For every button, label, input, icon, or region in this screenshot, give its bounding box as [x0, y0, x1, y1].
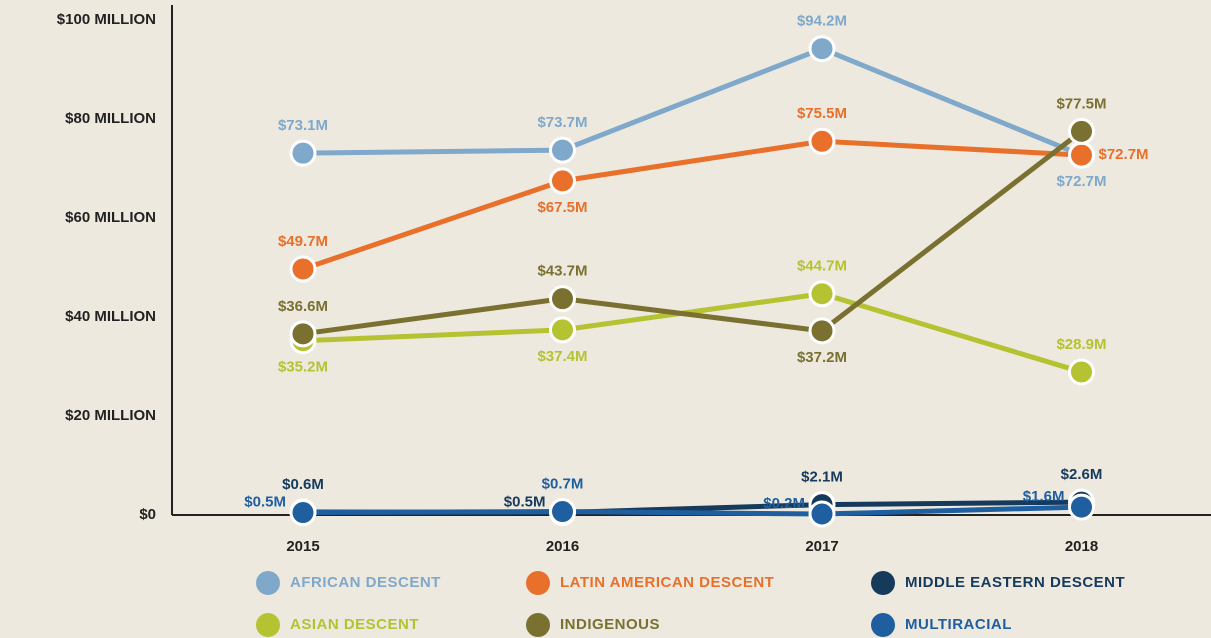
legend-marker	[256, 613, 280, 637]
y-tick-label: $60 MILLION	[65, 209, 156, 226]
y-tick-label: $80 MILLION	[65, 110, 156, 127]
data-label: $73.1M	[278, 117, 328, 134]
data-point	[1068, 358, 1095, 386]
series-line	[302, 504, 1082, 517]
data-label: $28.9M	[1056, 336, 1106, 353]
data-point	[549, 167, 576, 195]
data-label: $73.7M	[537, 114, 587, 131]
data-label: $0.5M	[244, 493, 286, 510]
data-label: $72.7M	[1099, 146, 1149, 163]
data-point	[289, 499, 317, 527]
data-label: $36.6M	[278, 298, 328, 315]
data-label: $49.7M	[278, 233, 328, 250]
lines	[302, 46, 1084, 517]
x-tick-label: 2015	[286, 538, 319, 555]
data-label: $37.2M	[797, 349, 847, 366]
data-label: $75.5M	[797, 105, 847, 122]
data-point	[549, 285, 576, 313]
legend-label: AFRICAN DESCENT	[290, 574, 441, 591]
x-tick-label: 2018	[1065, 538, 1098, 555]
data-label: $94.2M	[797, 13, 847, 30]
series-line	[302, 129, 1084, 337]
data-label: $2.1M	[801, 469, 843, 486]
legend-marker	[526, 571, 550, 595]
data-label: $43.7M	[537, 263, 587, 280]
data-label: $1.6M	[1023, 488, 1065, 505]
data-point	[549, 136, 576, 164]
data-point	[549, 498, 576, 526]
data-point	[289, 320, 317, 348]
data-point	[808, 127, 836, 155]
data-point	[549, 316, 576, 344]
x-tick-label: 2016	[546, 538, 579, 555]
series-line	[302, 291, 1083, 375]
data-label: $0.5M	[504, 493, 546, 510]
data-label: $77.5M	[1056, 95, 1106, 112]
data-label: $2.6M	[1061, 466, 1103, 483]
data-label: $72.7M	[1056, 173, 1106, 190]
data-point	[289, 255, 317, 283]
data-point	[1068, 141, 1095, 169]
data-point	[289, 139, 317, 167]
data-point	[808, 500, 836, 528]
data-label: $0.2M	[763, 495, 805, 512]
data-label: $67.5M	[537, 199, 587, 216]
legend-marker	[871, 571, 895, 595]
legend-label: MULTIRACIAL	[905, 616, 1012, 633]
data-point	[808, 317, 836, 345]
data-label: $44.7M	[797, 258, 847, 275]
data-point	[808, 35, 836, 63]
data-label: $37.4M	[537, 348, 587, 365]
data-point	[1068, 493, 1095, 521]
data-point	[1068, 117, 1095, 145]
legend-label: ASIAN DESCENT	[290, 616, 419, 633]
y-tick-label: $100 MILLION	[57, 11, 156, 28]
y-tick-label: $20 MILLION	[65, 407, 156, 424]
legend-marker	[526, 613, 550, 637]
legend-label: INDIGENOUS	[560, 616, 660, 633]
y-tick-label: $0	[139, 506, 156, 523]
data-label: $0.6M	[282, 476, 324, 493]
data-point	[808, 280, 836, 308]
series-line	[302, 138, 1082, 272]
y-tick-label: $40 MILLION	[65, 308, 156, 325]
legend-marker	[256, 571, 280, 595]
data-label: $0.7M	[542, 476, 584, 493]
legend-label: LATIN AMERICAN DESCENT	[560, 574, 774, 591]
legend-marker	[871, 613, 895, 637]
data-label: $35.2M	[278, 359, 328, 376]
series-line	[302, 46, 1083, 158]
legend-label: MIDDLE EASTERN DESCENT	[905, 574, 1125, 591]
x-tick-label: 2017	[805, 538, 838, 555]
